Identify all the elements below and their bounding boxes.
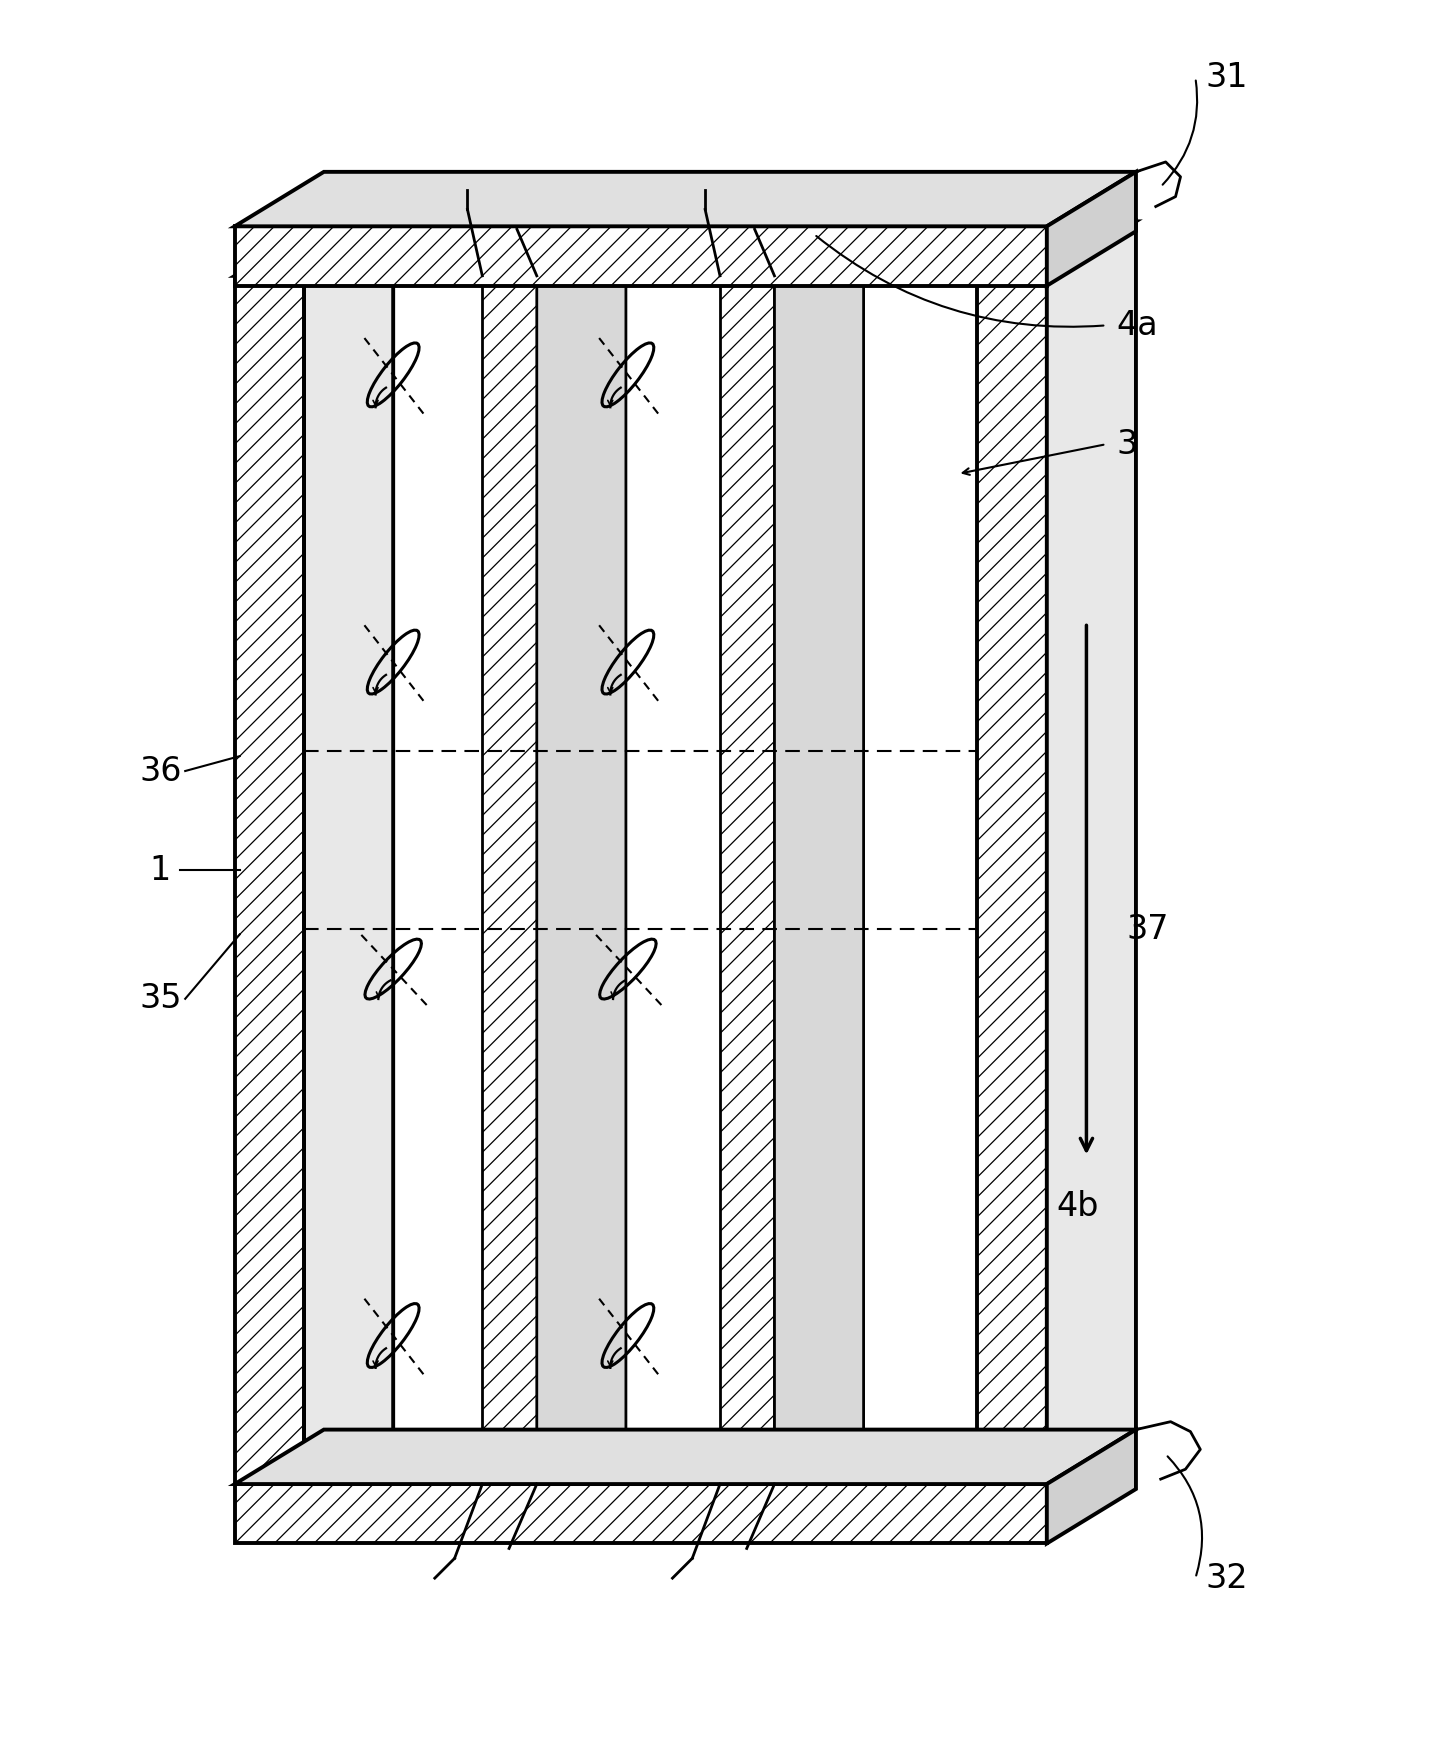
Polygon shape [978,276,1047,1484]
Polygon shape [235,172,1136,226]
Polygon shape [720,220,864,276]
Text: 35: 35 [140,982,181,1015]
Polygon shape [720,276,775,1484]
Text: 4a: 4a [1116,308,1158,341]
Text: 1: 1 [150,854,171,887]
Polygon shape [537,220,626,1484]
Polygon shape [1047,172,1136,285]
Polygon shape [235,1430,1136,1484]
Polygon shape [1047,220,1136,1484]
Text: 31: 31 [1205,61,1248,94]
Polygon shape [235,1484,1047,1544]
Polygon shape [482,220,626,276]
Text: 3: 3 [1116,427,1138,460]
Text: 37: 37 [1126,914,1168,947]
Polygon shape [978,220,1136,276]
Text: 32: 32 [1205,1561,1248,1594]
Polygon shape [235,220,393,276]
Polygon shape [235,276,304,1484]
Polygon shape [1047,1430,1136,1544]
Text: 36: 36 [140,754,181,788]
Text: 4b: 4b [1057,1190,1099,1223]
Polygon shape [235,226,1047,285]
Polygon shape [482,276,537,1484]
Polygon shape [304,220,393,1484]
Polygon shape [775,220,864,1484]
